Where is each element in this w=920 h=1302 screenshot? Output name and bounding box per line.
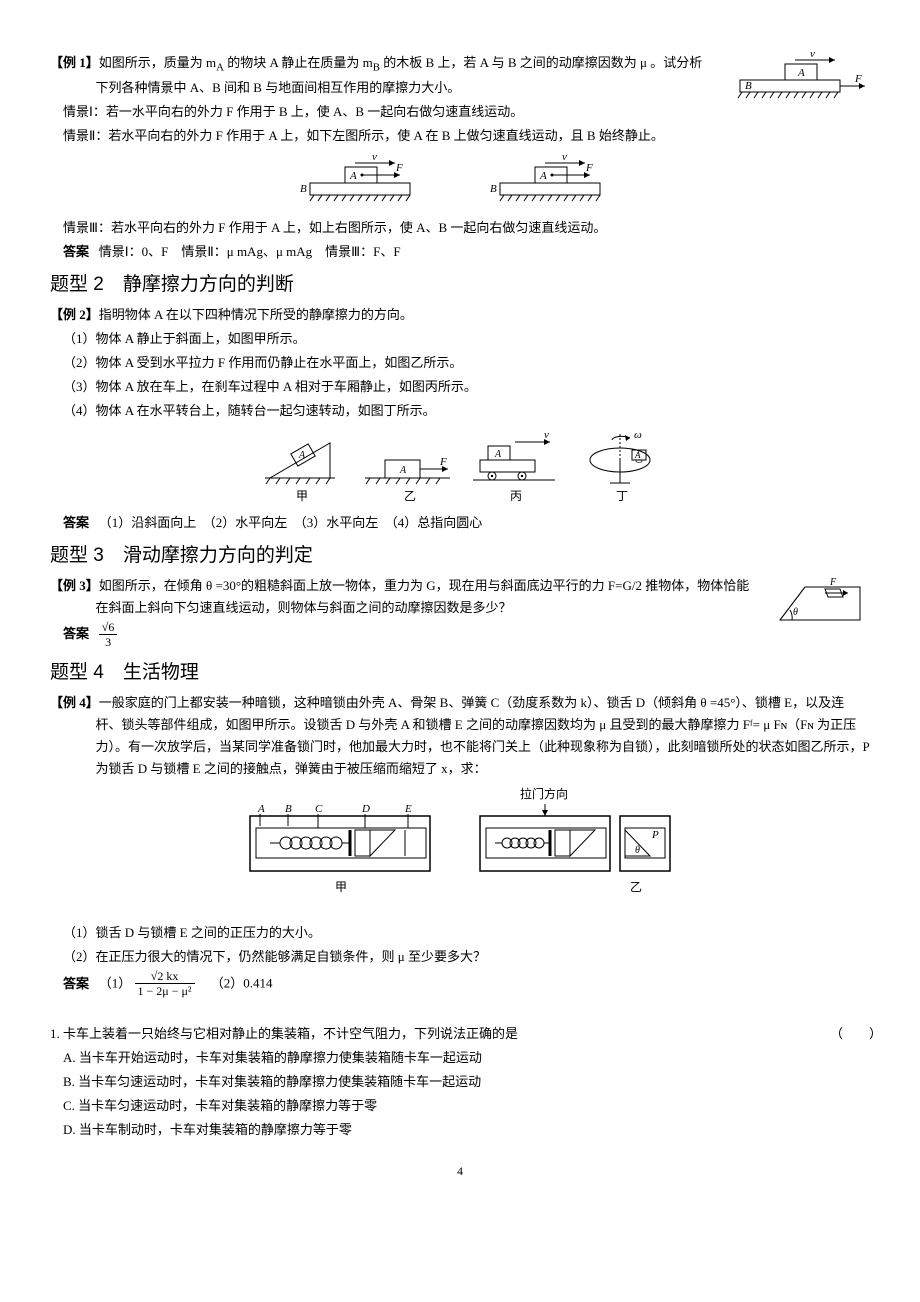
ex2-text: 指明物体 A 在以下四种情况下所受的静摩擦力的方向。	[99, 307, 413, 322]
svg-text:D: D	[361, 803, 370, 815]
ex2-answer-line: 答案 （1）沿斜面向上 （2）水平向左 （3）水平向左 （4）总指向圆心	[63, 512, 870, 534]
ex1-subA: A	[216, 62, 224, 74]
svg-text:B: B	[490, 183, 497, 195]
svg-text:v: v	[544, 429, 549, 441]
svg-text:B: B	[285, 803, 292, 815]
ex1-t1: 如图所示，质量为 m	[99, 55, 216, 70]
ex4-tag: 【例 4】	[50, 695, 99, 710]
example-1: v A B F 【例 1】如图所示，质量为 mA 的物块 A 静止在质量为 mB…	[50, 52, 870, 263]
answer-label: 答案	[63, 976, 89, 991]
svg-text:F: F	[829, 577, 837, 588]
q1-D: D. 当卡车制动时，卡车对集装箱的静摩擦力等于零	[63, 1119, 870, 1141]
svg-text:v: v	[810, 52, 815, 60]
ex1-scene2: 情景Ⅱ：若水平向右的外力 F 作用于 A 上，如下左图所示，使 A 在 B 上做…	[63, 125, 870, 147]
answer-label: 答案	[63, 626, 89, 641]
svg-text:F: F	[585, 162, 593, 174]
ex4-stem: 【例 4】一般家庭的门上都安装一种暗锁，这种暗锁由外壳 A、骨架 B、弹簧 C（…	[50, 692, 870, 780]
svg-text:A: A	[399, 465, 407, 476]
ex4-frac: √2 kx 1 − 2μ − μ²	[135, 970, 195, 999]
ex2-figs: A 甲 A F 乙 A	[50, 428, 870, 506]
type2-header: 题型 2 静摩擦力方向的判断	[50, 269, 870, 301]
ex1-t2: 的物块 A 静止在质量为 m	[224, 55, 373, 70]
ex1-scene3: 情景Ⅲ：若水平向右的外力 F 作用于 A 上，如上右图所示，使 A、B 一起向右…	[63, 217, 870, 239]
ex4-text: 一般家庭的门上都安装一种暗锁，这种暗锁由外壳 A、骨架 B、弹簧 C（劲度系数为…	[96, 695, 870, 776]
ex3-text: 如图所示，在倾角 θ =30°的粗糙斜面上放一物体，重力为 G，现在用与斜面底边…	[96, 578, 750, 615]
svg-text:θ: θ	[793, 607, 798, 618]
ex3-frac: √6 3	[99, 621, 118, 650]
q1-A: A. 当卡车开始运动时，卡车对集装箱的静摩擦力使集装箱随卡车一起运动	[63, 1047, 870, 1069]
ex3-answer-line: 答案 √6 3	[63, 621, 870, 650]
svg-text:v: v	[372, 155, 377, 163]
example-4: 【例 4】一般家庭的门上都安装一种暗锁，这种暗锁由外壳 A、骨架 B、弹簧 C（…	[50, 692, 870, 999]
ex3-den: 3	[99, 635, 118, 649]
q1-paren: （ ）	[830, 1023, 870, 1045]
ex1-fig-right: v A B F	[720, 52, 870, 106]
ex4-q1: （1）锁舌 D 与锁槽 E 之间的正压力的大小。	[63, 922, 870, 944]
ex4-figs: 拉门方向 A B	[50, 786, 870, 916]
ex3-fig: F θ	[770, 575, 870, 635]
svg-text:丁: 丁	[616, 489, 628, 503]
ex3-stem: 【例 3】如图所示，在倾角 θ =30°的粗糙斜面上放一物体，重力为 G，现在用…	[50, 575, 870, 619]
ex2-c1: （1）物体 A 静止于斜面上，如图甲所示。	[63, 328, 870, 350]
ex1-answer-line: 答案 情景Ⅰ：0、F 情景Ⅱ：μ mAg、μ mAg 情景Ⅲ：F、F	[63, 241, 870, 263]
svg-text:F: F	[395, 162, 403, 174]
svg-text:v: v	[562, 155, 567, 163]
svg-text:丙: 丙	[510, 489, 522, 503]
svg-text:F: F	[439, 456, 447, 468]
ex2-c2: （2）物体 A 受到水平拉力 F 作用而仍静止在水平面上，如图乙所示。	[63, 352, 870, 374]
ex3-tag: 【例 3】	[50, 578, 99, 593]
svg-text:A: A	[349, 170, 357, 182]
ex4-answer-line: 答案 （1） √2 kx 1 − 2μ − μ² （2）0.414	[63, 970, 870, 999]
svg-text:A: A	[494, 449, 502, 460]
ex4-q2: （2）在正压力很大的情况下，仍然能够满足自锁条件，则 μ 至少要多大？	[63, 946, 870, 968]
svg-text:A: A	[539, 170, 547, 182]
svg-text:θ: θ	[635, 845, 640, 856]
svg-text:B: B	[300, 183, 307, 195]
svg-text:A: A	[257, 803, 265, 815]
type4-header: 题型 4 生活物理	[50, 657, 870, 689]
svg-text:拉门方向: 拉门方向	[520, 786, 568, 801]
svg-text:B: B	[745, 80, 752, 92]
svg-text:乙: 乙	[404, 489, 416, 503]
svg-text:甲: 甲	[296, 489, 308, 503]
svg-text:P: P	[651, 829, 659, 841]
ex1-tag: 【例 1】	[50, 55, 99, 70]
q1-C: C. 当卡车匀速运动时，卡车对集装箱的静摩擦力等于零	[63, 1095, 870, 1117]
q1-stem: 1. 卡车上装着一只始终与它相对静止的集装箱，不计空气阻力，下列说法正确的是	[50, 1023, 830, 1045]
ex1-answer: 情景Ⅰ：0、F 情景Ⅱ：μ mAg、μ mAg 情景Ⅲ：F、F	[99, 244, 401, 259]
svg-text:乙: 乙	[630, 880, 642, 894]
ex2-c3: （3）物体 A 放在车上，在刹车过程中 A 相对于车厢静止，如图丙所示。	[63, 376, 870, 398]
type3-header: 题型 3 滑动摩擦力方向的判定	[50, 540, 870, 572]
ex4-a1den: 1 − 2μ − μ²	[135, 984, 195, 998]
ex2-answer: （1）沿斜面向上 （2）水平向左 （3）水平向左 （4）总指向圆心	[99, 515, 483, 530]
page-number: 4	[50, 1161, 870, 1181]
ex1-fig-center: v A F B v	[50, 155, 870, 211]
svg-text:A: A	[797, 67, 805, 79]
svg-text:A: A	[634, 450, 641, 460]
ex4-a2: （2）0.414	[211, 976, 273, 991]
ex1-subB: B	[373, 62, 380, 74]
svg-text:A: A	[298, 450, 306, 461]
answer-label: 答案	[63, 244, 89, 259]
q1-B: B. 当卡车匀速运动时，卡车对集装箱的静摩擦力使集装箱随卡车一起运动	[63, 1071, 870, 1093]
example-3: F θ 【例 3】如图所示，在倾角 θ =30°的粗糙斜面上放一物体，重力为 G…	[50, 575, 870, 652]
ex2-c4: （4）物体 A 在水平转台上，随转台一起匀速转动，如图丁所示。	[63, 400, 870, 422]
question-1: 1. 卡车上装着一只始终与它相对静止的集装箱，不计空气阻力，下列说法正确的是 （…	[50, 1023, 870, 1141]
svg-text:ω: ω	[634, 429, 642, 441]
svg-text:F: F	[854, 73, 862, 85]
ex3-num: √6	[99, 621, 118, 635]
ex2-stem: 【例 2】指明物体 A 在以下四种情况下所受的静摩擦力的方向。	[50, 304, 870, 326]
ex4-a1pre: （1）	[99, 976, 132, 991]
answer-label: 答案	[63, 515, 89, 530]
svg-text:E: E	[404, 803, 412, 815]
ex4-a1num: √2 kx	[135, 970, 195, 984]
example-2: 【例 2】指明物体 A 在以下四种情况下所受的静摩擦力的方向。 （1）物体 A …	[50, 304, 870, 535]
svg-text:甲: 甲	[335, 880, 347, 894]
ex2-tag: 【例 2】	[50, 307, 99, 322]
svg-text:C: C	[315, 803, 323, 815]
